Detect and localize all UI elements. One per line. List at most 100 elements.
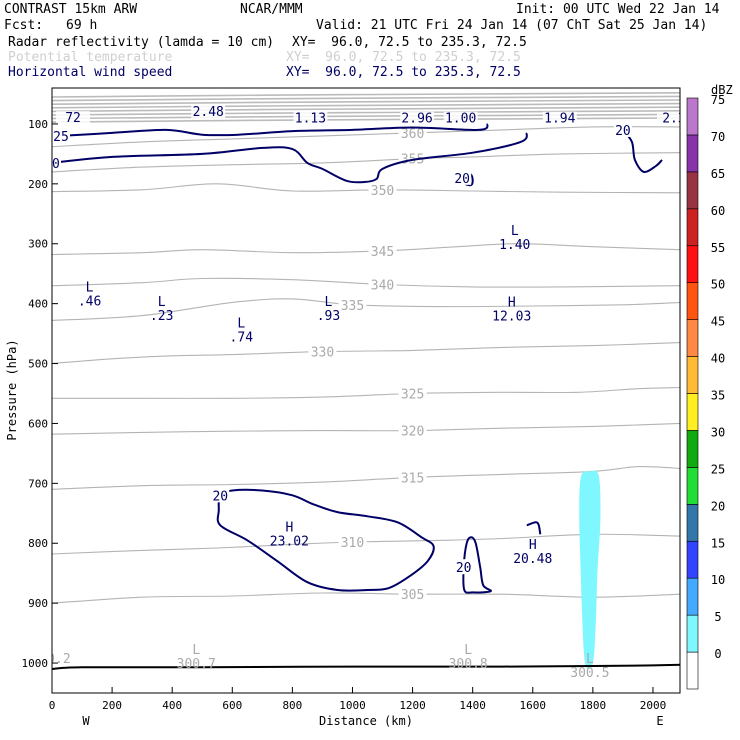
- colorbar-swatch: [686, 245, 699, 283]
- colorbar-label: 15: [711, 536, 725, 550]
- value-label: 2.48: [193, 105, 224, 120]
- forecast-label: Fcst:: [4, 18, 44, 33]
- colorbar-swatch: [686, 577, 699, 616]
- value-label: 2.96: [401, 112, 432, 127]
- theta-contour-label: 350: [371, 184, 394, 199]
- colorbar-label: 5: [714, 610, 721, 624]
- organization-label: NCAR/MMM: [240, 2, 303, 17]
- theta-contour-label: 325: [401, 387, 424, 402]
- colorbar-swatch: [686, 208, 699, 247]
- colorbar-swatch: [686, 614, 699, 653]
- extremum-value: 300.7: [177, 657, 216, 672]
- x-tick-label: 2000: [640, 699, 667, 712]
- x-tick-label: 1400: [459, 699, 486, 712]
- extremum-value: .46: [78, 295, 101, 310]
- theta-label-bg: [368, 182, 397, 197]
- colorbar-label: 55: [711, 241, 725, 255]
- theta-label-bg: [368, 277, 397, 292]
- wind-contour-label: 20: [212, 489, 228, 504]
- colorbar-label: 70: [711, 130, 725, 144]
- theta-label-bg: [398, 423, 427, 438]
- init-time: Init: 00 UTC Wed 22 Jan 14: [516, 2, 720, 17]
- wind-contour-label: 20: [44, 157, 60, 172]
- extremum-marker-low: L: [86, 281, 94, 296]
- x-tick-label: 0: [49, 699, 56, 712]
- y-tick-label: 700: [28, 477, 48, 490]
- y-tick-label: 100: [28, 118, 48, 131]
- theta-upper-contour: [52, 110, 680, 116]
- theta-contour-350: [52, 183, 680, 194]
- colorbar-swatch: [686, 504, 699, 542]
- colorbar-label: 35: [711, 389, 725, 403]
- theta-contour-label: 315: [401, 471, 424, 486]
- colorbar-swatch: [686, 540, 699, 579]
- theta-label-bg: [398, 125, 427, 140]
- extremum-marker-high: H: [285, 520, 293, 535]
- x-tick-label: 1200: [399, 699, 426, 712]
- wind-contour-25: [60, 123, 489, 137]
- extremum-value: 20.48: [513, 552, 552, 567]
- theta-label-bg: [338, 535, 367, 550]
- value-label: 1.94: [544, 112, 575, 127]
- theta-contour-345: [52, 243, 680, 256]
- surface-pressure-line: [52, 663, 680, 670]
- extremum-marker-low: L: [586, 652, 594, 667]
- wind-contour-label: 20: [454, 172, 470, 187]
- colorbar-swatch: [686, 393, 699, 431]
- theta-upper-contour: [52, 95, 680, 102]
- wind-contour-unlabeled: [526, 521, 542, 535]
- x-tick-label: 400: [162, 699, 182, 712]
- value-label: 72: [65, 111, 81, 126]
- theta-contour-325: [52, 386, 680, 399]
- extremum-value: .93: [317, 309, 340, 324]
- theta-upper-contour: [52, 102, 680, 109]
- colorbar-swatch: [686, 282, 699, 320]
- wind-contour-label: 25: [53, 130, 69, 145]
- colorbar-swatch: [686, 430, 699, 468]
- wind-contour-label: 20: [456, 561, 472, 576]
- wind-label-bg: [454, 559, 473, 575]
- colorbar-swatch: [686, 319, 699, 357]
- extremum-marker-high: H: [508, 296, 516, 311]
- extremum-marker-low: L: [158, 295, 166, 310]
- extremum-marker-low: L: [192, 643, 200, 658]
- colorbar-swatch: [686, 171, 699, 210]
- theta-contour-label: 360: [401, 127, 424, 142]
- field-name-reflectivity: Radar reflectivity (lamda = 10 cm): [8, 35, 275, 50]
- wind-contour-20: [52, 132, 528, 184]
- extremum-value: 23.02: [270, 534, 309, 549]
- field-name-wind: Horizontal wind speed: [8, 65, 173, 80]
- west-end-label: W: [82, 714, 90, 728]
- y-tick-label: 600: [28, 417, 48, 430]
- theta-label-bg: [338, 297, 367, 312]
- forecast-hours: 69 h: [66, 18, 98, 33]
- field-name-theta: Potential temperature: [8, 50, 173, 65]
- y-tick-label: 300: [28, 238, 48, 251]
- value-label: 1.00: [445, 112, 476, 127]
- theta-upper-contour: [52, 117, 680, 123]
- value-label-bg: [656, 111, 680, 126]
- colorbar-swatch: [686, 356, 699, 394]
- x-tick-label: 1600: [520, 699, 547, 712]
- field-xy-wind: XY= 96.0, 72.5 to 235.3, 72.5: [286, 65, 521, 80]
- value-label-bg: [542, 111, 577, 126]
- value-label: 1.13: [295, 112, 326, 127]
- y-tick-label: 400: [28, 298, 48, 311]
- theta-contour-330: [52, 342, 680, 365]
- colorbar-label: 50: [711, 278, 725, 292]
- colorbar: 0 5 10 15 20 25 30 35 40 45 50 55 60 65 70 75: [686, 93, 725, 690]
- wind-label-bg: [52, 127, 71, 143]
- colorbar-label: 45: [711, 315, 725, 329]
- theta-contour-360: [52, 126, 680, 148]
- wind-label-bg: [211, 487, 230, 503]
- extremum-value: 1.40: [499, 238, 530, 253]
- wind-contour-label: 20: [615, 124, 631, 139]
- colorbar-label: 20: [711, 499, 725, 513]
- x-tick-label: 800: [282, 699, 302, 712]
- colorbar-label: 40: [711, 352, 725, 366]
- extremum-value: 300.5: [570, 666, 609, 681]
- wind-contour-20: [622, 129, 663, 174]
- theta-contour-label: 310: [341, 536, 364, 551]
- theta-contour-340: [52, 277, 680, 288]
- theta-contour-label: 330: [311, 346, 334, 361]
